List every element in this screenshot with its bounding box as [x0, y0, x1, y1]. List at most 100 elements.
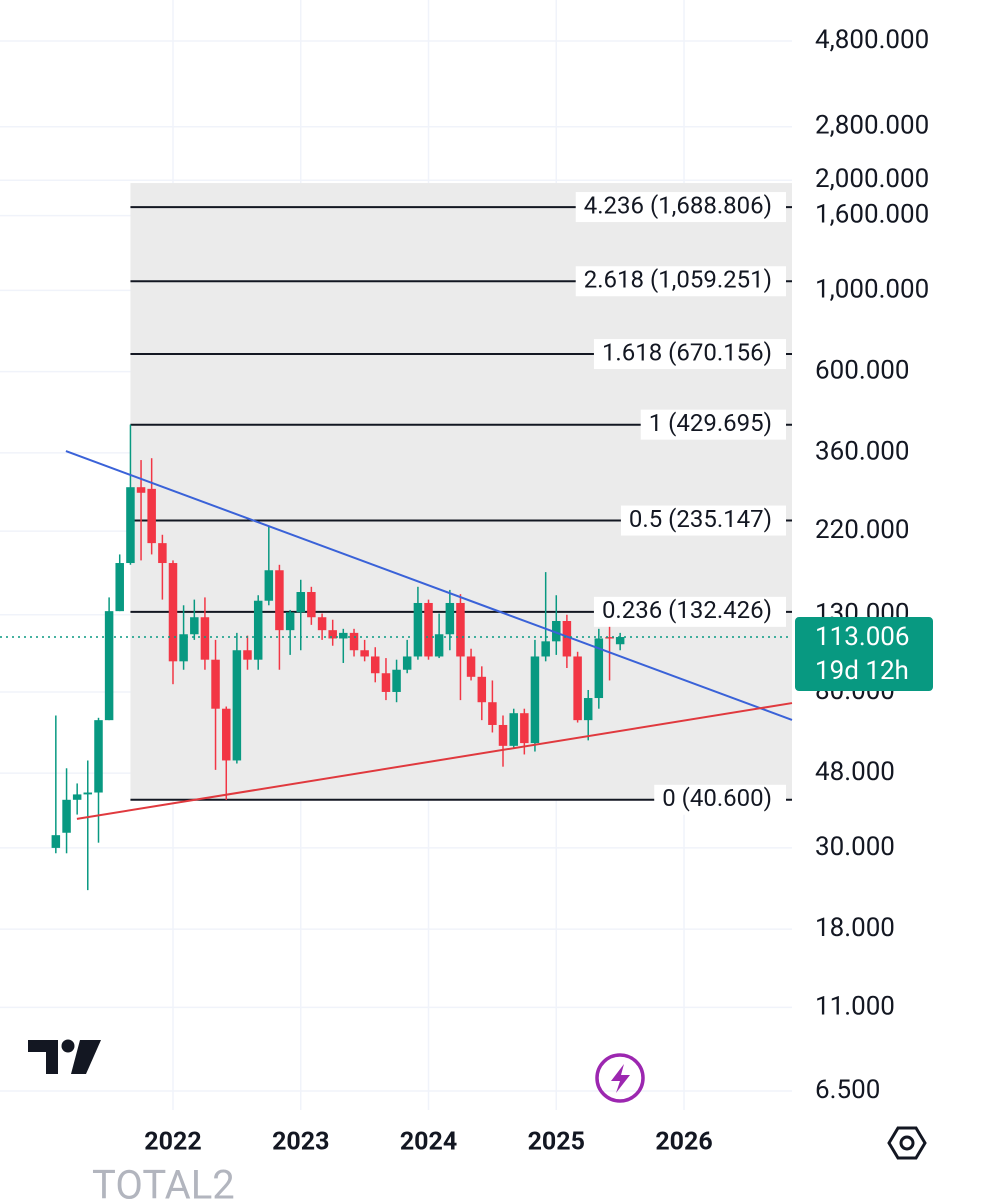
candle-body: [360, 650, 369, 657]
y-tick-label: 30.000: [815, 832, 895, 862]
settings-icon[interactable]: [887, 1126, 927, 1160]
symbol-watermark: TOTAL2: [92, 1162, 235, 1200]
candle-body: [392, 669, 401, 692]
candle-body: [370, 656, 380, 674]
candle-body: [232, 650, 242, 761]
y-tick-label: 2,800.000: [815, 111, 929, 141]
candle-body: [605, 637, 614, 639]
y-tick-label: 2,000.000: [815, 164, 929, 194]
logo-part: [71, 1040, 101, 1074]
fib-level-label: 0 (40.600): [662, 784, 772, 812]
candle-body: [94, 720, 103, 793]
candle-body: [583, 698, 593, 721]
candle-body: [328, 630, 337, 639]
y-tick-label: 600.000: [815, 355, 910, 385]
candles-layer: [0, 424, 793, 891]
candle-body: [211, 659, 220, 709]
x-tick-label: 2026: [655, 1128, 712, 1157]
alert-icon[interactable]: [595, 1053, 645, 1103]
candle-body: [552, 621, 561, 642]
fib-label-bg: [593, 339, 786, 370]
brand-logo: [28, 1039, 101, 1074]
price-badge: [795, 617, 933, 692]
candle-body: [562, 621, 572, 657]
y-tick-label: 220.000: [815, 515, 910, 545]
candle-body: [179, 634, 188, 662]
x-tick-label: 2025: [528, 1128, 585, 1157]
candle-body: [83, 792, 93, 795]
candle-body: [158, 543, 167, 564]
candle-body: [445, 602, 455, 635]
fib-label-bg: [640, 409, 786, 440]
candle-body: [339, 632, 348, 639]
y-tick-label: 18.000: [815, 913, 895, 943]
y-tick-label: 6.500: [815, 1075, 880, 1105]
fib-level-label: 0.5 (235.147): [629, 505, 772, 533]
icon-hex: [887, 1126, 927, 1160]
candle-body: [424, 602, 433, 657]
candle-body: [413, 602, 423, 657]
y-tick-label: 11.000: [815, 991, 895, 1021]
candle-body: [296, 592, 306, 613]
x-tick-label: 2023: [272, 1128, 329, 1157]
candle-body: [243, 650, 252, 660]
y-tick-label: 48.000: [815, 757, 895, 787]
candle-body: [349, 632, 359, 651]
candle-body: [147, 488, 156, 544]
fib-level-label: 0.236 (132.426): [602, 596, 772, 624]
candle-body: [200, 617, 210, 660]
candle-body: [104, 611, 114, 721]
fib-level-label: 4.236 (1,688.806): [584, 191, 772, 219]
candle-body: [520, 713, 529, 744]
fib-level-label: 1.618 (670.156): [602, 338, 772, 366]
candle-body: [222, 708, 231, 761]
candle-body: [509, 713, 518, 746]
fib-label-bg: [620, 505, 786, 536]
candle-body: [381, 673, 391, 692]
candle-body: [541, 641, 550, 657]
candle-body: [51, 835, 61, 848]
candle-body: [307, 592, 316, 618]
y-tick-label: 1,600.000: [815, 200, 929, 230]
overlay-layer: 4,800.000 2,800.000 2,000.000 1,600.000 1,00…: [144, 25, 933, 1157]
candle-body: [253, 600, 263, 660]
fib-label-bg: [593, 596, 786, 627]
candle-body: [456, 602, 465, 657]
logo-part: [28, 1040, 58, 1074]
x-tick-label: 2022: [144, 1128, 201, 1157]
candle-body: [402, 656, 412, 670]
candle-body: [434, 634, 444, 657]
candle-body: [615, 637, 625, 645]
candle-body: [115, 563, 124, 612]
y-tick-label: 360.000: [815, 437, 910, 467]
candle-body: [594, 638, 604, 699]
candle-body: [168, 563, 178, 662]
candle-body: [573, 656, 582, 721]
candle-body: [317, 617, 327, 631]
trend-line: [76, 702, 793, 820]
trend-line: [65, 450, 793, 721]
candle-body: [285, 612, 295, 631]
fib-label-bg: [575, 192, 786, 223]
icon-dot: [899, 1135, 915, 1151]
candle-body: [126, 487, 135, 564]
candle-body: [498, 724, 508, 746]
candle-body: [488, 702, 497, 725]
candle-body: [62, 799, 71, 833]
fib-level-label: 2.618 (1,059.251): [584, 266, 772, 294]
candle-body: [477, 676, 487, 703]
y-tick-label: 4,800.000: [815, 25, 929, 55]
icon-ring: [595, 1053, 645, 1103]
fib-label-bg: [654, 784, 786, 815]
icon-bolt: [611, 1064, 630, 1093]
candle-body: [275, 570, 284, 631]
current-price-label: 113.006: [815, 622, 910, 652]
candle-body: [530, 656, 540, 744]
logo-part: [61, 1039, 75, 1053]
fib-level-label: 1 (429.695): [649, 409, 772, 437]
candle-body: [136, 487, 146, 493]
fib-label-bg: [575, 266, 786, 297]
y-tick-label: 1,000.000: [815, 274, 929, 304]
